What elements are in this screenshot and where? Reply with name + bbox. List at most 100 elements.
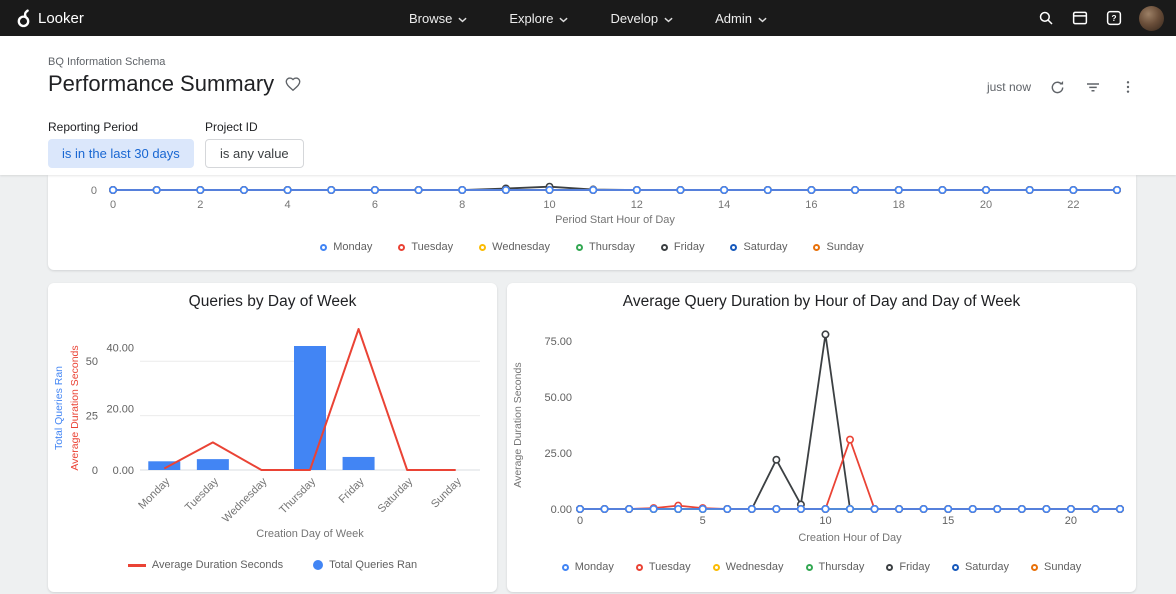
svg-text:Sunday: Sunday: [429, 475, 464, 510]
legend-item[interactable]: Thursday: [576, 241, 635, 253]
legend-label: Tuesday: [411, 241, 454, 253]
legend-item[interactable]: Sunday: [813, 241, 864, 253]
svg-text:10: 10: [543, 199, 555, 211]
svg-text:8: 8: [459, 199, 465, 211]
svg-text:50: 50: [86, 356, 98, 368]
more-vert-icon[interactable]: [1120, 79, 1136, 95]
legend-item[interactable]: Total Queries Ran: [313, 559, 417, 571]
svg-text:16: 16: [805, 199, 817, 211]
tile-queries-by-day-of-week: Queries by Day of Week 0 25 50 0.00 20.00 40.…: [48, 283, 497, 592]
chart-queries-by-hour-of-day[interactable]: 0 0 2 4 6 8 10 12 14 16 18 20 22 Period Start Hour of…: [48, 175, 1136, 227]
user-avatar[interactable]: [1139, 5, 1164, 31]
chart-queries-by-day-of-week[interactable]: 0 25 50 0.00 20.00 40.00 Monday Tuesday Wednesda…: [48, 319, 497, 559]
nav-admin[interactable]: Admin: [715, 11, 767, 26]
legend-item[interactable]: Wednesday: [479, 241, 550, 253]
chart-avg-query-duration-by-hour[interactable]: 0.00 25.00 50.00 75.00 0 5 10 15 20 Creation Hour…: [507, 319, 1136, 559]
tile-avg-duration-by-hour: Average Query Duration by Hour of Day an…: [507, 283, 1136, 592]
legend-label: Average Duration Seconds: [151, 559, 284, 571]
legend-item[interactable]: Friday: [660, 241, 704, 253]
chart-legend: Monday Tuesday Wednesday Thursday Friday Satu…: [507, 561, 1136, 573]
legend-item[interactable]: Monday: [320, 241, 372, 253]
browser-window-icon[interactable]: [1071, 9, 1089, 27]
legend-item[interactable]: Saturday: [951, 561, 1009, 573]
svg-text:2: 2: [197, 199, 203, 211]
legend-label: Monday: [574, 561, 614, 573]
nav-develop[interactable]: Develop: [610, 11, 673, 26]
nav-explore-label: Explore: [509, 10, 554, 26]
svg-text:Saturday: Saturday: [376, 475, 416, 515]
chart-legend: Monday Tuesday Wednesday Thursday Friday Satu…: [48, 241, 1136, 253]
svg-text:10: 10: [819, 515, 831, 527]
circle-swatch-icon: [951, 563, 959, 571]
main-nav: Browse Explore Develop Admin: [409, 0, 767, 36]
page-title: Performance Summary: [48, 71, 275, 96]
svg-text:15: 15: [942, 515, 954, 527]
svg-text:0: 0: [92, 465, 98, 477]
svg-text:0: 0: [91, 185, 97, 197]
nav-explore[interactable]: Explore: [509, 10, 569, 26]
filter-chip-reporting-period[interactable]: is in the last 30 days: [48, 139, 194, 168]
legend-label: Saturday: [964, 561, 1009, 573]
svg-text:Friday: Friday: [337, 475, 367, 505]
svg-text:20: 20: [1065, 515, 1077, 527]
legend-item[interactable]: Thursday: [805, 561, 865, 573]
svg-text:6: 6: [372, 199, 378, 211]
nav-browse-label: Browse: [409, 10, 453, 26]
circle-swatch-icon: [886, 563, 894, 571]
circle-swatch-icon: [1030, 563, 1038, 571]
circle-swatch-icon: [805, 563, 813, 571]
looker-logo[interactable]: Looker: [0, 8, 84, 28]
svg-text:40.00: 40.00: [106, 342, 134, 354]
dashboard-content: 0 0 2 4 6 8 10 12 14 16 18 20 22 Period Start Hour of…: [0, 175, 1176, 594]
legend-label: Thursday: [589, 241, 635, 253]
circle-swatch-icon: [635, 563, 643, 571]
legend-item[interactable]: Tuesday: [635, 561, 691, 573]
nav-browse[interactable]: Browse: [409, 11, 467, 26]
filter-list-icon[interactable]: [1084, 78, 1102, 96]
breadcrumb[interactable]: BQ Information Schema: [48, 56, 166, 68]
legend-item[interactable]: Monday: [561, 561, 614, 573]
search-icon[interactable]: [1037, 9, 1055, 27]
refresh-icon[interactable]: [1049, 79, 1066, 96]
title-row: Performance Summary: [48, 71, 302, 97]
svg-text:Thursday: Thursday: [277, 475, 318, 516]
topbar-actions: ?: [1037, 5, 1176, 31]
svg-text:12: 12: [631, 199, 643, 211]
filter-chip-project-id[interactable]: is any value: [205, 139, 304, 168]
svg-text:22: 22: [1067, 199, 1079, 211]
legend-label: Thursday: [818, 561, 865, 573]
help-icon[interactable]: ?: [1105, 9, 1123, 27]
circle-swatch-icon: [730, 243, 738, 251]
legend-item[interactable]: Tuesday: [398, 241, 453, 253]
circle-swatch-icon: [576, 243, 584, 251]
legend-item[interactable]: Sunday: [1030, 561, 1082, 573]
svg-text:?: ?: [1111, 14, 1116, 23]
svg-text:Total Queries Ran: Total Queries Ran: [53, 366, 65, 450]
svg-text:Average Duration Seconds: Average Duration Seconds: [69, 345, 81, 470]
svg-text:18: 18: [893, 199, 905, 211]
legend-item[interactable]: Saturday: [730, 241, 787, 253]
svg-text:25: 25: [86, 411, 98, 423]
chevron-down-icon: [758, 11, 767, 26]
svg-text:Tuesday: Tuesday: [183, 475, 221, 513]
svg-text:25.00: 25.00: [544, 448, 572, 460]
circle-swatch-icon: [320, 243, 328, 251]
legend-label: Saturday: [743, 241, 788, 253]
legend-item[interactable]: Average Duration Seconds: [127, 559, 284, 571]
svg-text:75.00: 75.00: [544, 336, 572, 348]
favorite-heart-icon[interactable]: [284, 75, 302, 93]
last-refresh-text: just now: [986, 80, 1031, 94]
legend-item[interactable]: Wednesday: [712, 561, 784, 573]
legend-item[interactable]: Friday: [886, 561, 930, 573]
svg-text:20.00: 20.00: [106, 404, 134, 416]
legend-label: Monday: [333, 241, 373, 253]
chevron-down-icon: [559, 11, 569, 26]
circle-swatch-icon: [479, 243, 487, 251]
filter-label-reporting-period: Reporting Period: [48, 120, 139, 134]
brand-name: Looker: [38, 9, 84, 27]
legend-label: Sunday: [1043, 561, 1082, 573]
top-nav-bar: Looker Browse Explore Develop Admin: [0, 0, 1176, 36]
svg-text:Wednesday: Wednesday: [220, 475, 270, 525]
circle-swatch-icon: [561, 563, 569, 571]
